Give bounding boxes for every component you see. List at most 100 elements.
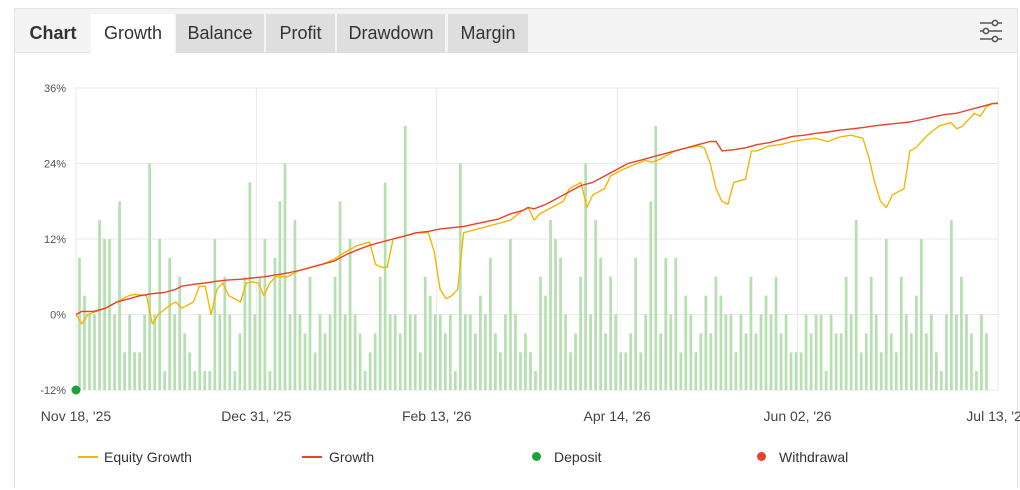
trade-bar bbox=[173, 314, 177, 390]
trade-bar bbox=[333, 276, 337, 390]
trade-bar bbox=[779, 333, 783, 390]
trade-bar bbox=[714, 276, 718, 390]
trade-bar bbox=[458, 163, 462, 390]
trade-bar bbox=[914, 295, 918, 390]
trade-bar bbox=[639, 352, 643, 390]
tab-growth[interactable]: Growth bbox=[91, 14, 175, 53]
trade-bar bbox=[664, 257, 668, 390]
trade-bar bbox=[108, 239, 111, 390]
legend-growth[interactable]: Growth bbox=[302, 447, 402, 467]
trade-bar bbox=[509, 239, 512, 390]
trade-bar bbox=[829, 314, 833, 390]
tab-margin[interactable]: Margin bbox=[448, 14, 528, 53]
trade-bar bbox=[103, 239, 106, 390]
tab-balance[interactable]: Balance bbox=[176, 14, 264, 53]
x-tick-label: Feb 13, '26 bbox=[402, 408, 472, 424]
trade-bar bbox=[183, 333, 187, 390]
chart-lines bbox=[71, 102, 999, 395]
trade-bar bbox=[985, 333, 988, 390]
trade-bar bbox=[378, 276, 382, 390]
trade-bar bbox=[423, 276, 427, 390]
trade-bar bbox=[233, 371, 237, 390]
trade-bar bbox=[869, 276, 873, 390]
trade-bar bbox=[744, 333, 748, 390]
trade-bar bbox=[138, 352, 142, 390]
trade-bar bbox=[634, 257, 638, 390]
trade-bar bbox=[839, 333, 843, 390]
legend-label: Equity Growth bbox=[104, 449, 192, 465]
trade-bar bbox=[644, 314, 648, 390]
trade-bar bbox=[88, 314, 91, 390]
trade-bar bbox=[874, 314, 878, 390]
growth-line bbox=[75, 102, 999, 316]
trade-bar bbox=[724, 314, 728, 390]
trade-bar bbox=[894, 352, 898, 390]
legend-label: Growth bbox=[329, 449, 375, 465]
growth-line-swatch bbox=[302, 456, 322, 458]
trade-bar bbox=[604, 333, 608, 390]
trade-bar bbox=[774, 276, 778, 390]
trade-bar bbox=[849, 314, 853, 390]
trade-bar bbox=[950, 220, 953, 390]
trade-bar bbox=[970, 333, 973, 390]
trade-bar bbox=[784, 314, 788, 390]
trade-bar bbox=[799, 352, 803, 390]
trade-bar bbox=[348, 239, 352, 390]
trade-bar bbox=[654, 125, 658, 390]
y-tick-label: 24% bbox=[44, 159, 66, 171]
trade-bar bbox=[388, 314, 392, 390]
trade-bar bbox=[123, 352, 126, 390]
legend-withdrawal[interactable]: Withdrawal bbox=[757, 447, 867, 467]
trade-bar bbox=[574, 333, 577, 390]
trade-bar bbox=[133, 352, 136, 390]
trade-bar bbox=[834, 333, 838, 390]
trade-bar bbox=[859, 352, 863, 390]
trade-bar bbox=[478, 295, 482, 390]
trade-bar bbox=[223, 276, 227, 390]
trade-bar bbox=[338, 201, 342, 390]
trade-bar bbox=[704, 295, 708, 390]
trade-bar bbox=[929, 314, 933, 390]
trade-bar bbox=[889, 333, 893, 390]
tab-profit[interactable]: Profit bbox=[266, 14, 335, 53]
legend-deposit[interactable]: Deposit bbox=[532, 447, 632, 467]
trade-bar bbox=[188, 352, 192, 390]
trade-bar bbox=[809, 333, 813, 390]
legend-equity-growth[interactable]: Equity Growth bbox=[78, 447, 218, 467]
deposit-marker bbox=[71, 385, 81, 395]
trade-bar bbox=[764, 295, 768, 390]
trade-bar bbox=[443, 333, 447, 390]
trade-bar bbox=[353, 314, 357, 390]
trade-bar bbox=[524, 333, 527, 390]
trade-bar bbox=[909, 333, 913, 390]
trade-bar bbox=[83, 295, 86, 390]
trade-bar bbox=[569, 352, 572, 390]
trade-bar bbox=[924, 333, 928, 390]
trade-bar bbox=[824, 371, 828, 390]
trade-bar bbox=[293, 220, 297, 390]
trade-bar bbox=[178, 276, 182, 390]
trade-bar bbox=[363, 371, 367, 390]
trade-bar bbox=[609, 276, 613, 390]
trade-bar bbox=[729, 314, 733, 390]
trade-bar bbox=[589, 314, 592, 390]
sliders-icon[interactable] bbox=[977, 17, 1005, 45]
trade-bar bbox=[559, 257, 562, 390]
trade-bar bbox=[759, 314, 763, 390]
trade-bar bbox=[468, 314, 472, 390]
trade-bar bbox=[368, 352, 372, 390]
trade-bar bbox=[248, 182, 252, 390]
trade-bar bbox=[769, 314, 773, 390]
trade-bar bbox=[554, 239, 557, 390]
trade-bar bbox=[193, 371, 197, 390]
trade-bar bbox=[418, 352, 422, 390]
tab-chart-title: Chart bbox=[29, 23, 77, 43]
trade-bar bbox=[328, 314, 332, 390]
trade-bar bbox=[438, 314, 442, 390]
chart-grid bbox=[75, 87, 999, 391]
trade-bar bbox=[814, 314, 818, 390]
tab-drawdown[interactable]: Drawdown bbox=[337, 14, 445, 53]
trade-bar bbox=[684, 295, 688, 390]
trade-bar bbox=[453, 371, 457, 390]
trade-bar bbox=[534, 371, 537, 390]
